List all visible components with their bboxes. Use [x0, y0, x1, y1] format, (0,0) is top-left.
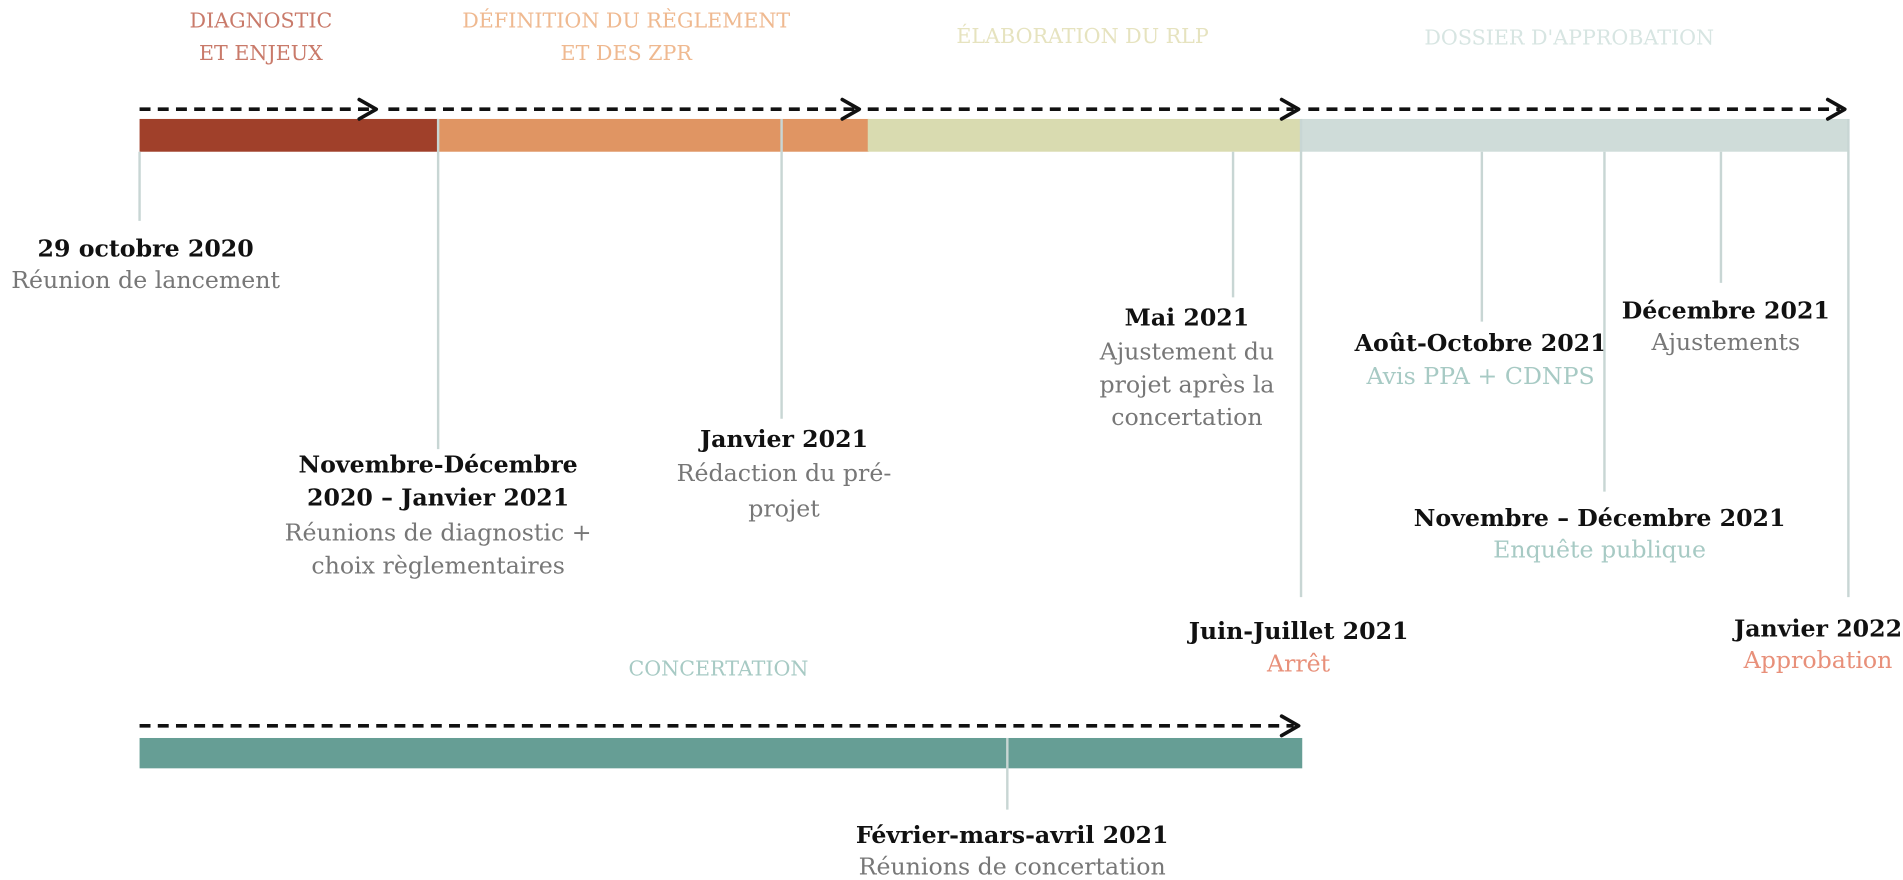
milestone-date: Décembre 2021 [1622, 296, 1830, 324]
milestone-description: Arrêt [1266, 650, 1331, 678]
phase-bar [867, 118, 1303, 152]
concertation-label: CONCERTATION [628, 657, 808, 681]
milestone-date: 29 octobre 2020 [38, 235, 254, 263]
phase-label: ÉLABORATION DU RLP [956, 24, 1208, 48]
phase-bar [139, 118, 439, 152]
milestone-date: 2020 – Janvier 2021 [307, 483, 569, 511]
milestone-description: Rédaction du pré- [677, 459, 892, 487]
milestone-description: concertation [1111, 403, 1262, 431]
milestone-date: Novembre-Décembre [299, 451, 578, 479]
phase-label: DIAGNOSTIC [190, 8, 333, 32]
milestone-description: projet [748, 494, 820, 522]
phase-label: ET ENJEUX [199, 41, 323, 65]
arrows [139, 97, 1847, 738]
milestone-description: Réunion de lancement [11, 266, 280, 294]
milestone-date: Février-mars-avril 2021 [856, 821, 1169, 849]
milestone-description: Approbation [1743, 646, 1893, 674]
phase-bar [1301, 118, 1849, 152]
phase-label: DÉFINITION DU RÈGLEMENT [462, 8, 790, 32]
milestone-description: Ajustement du [1099, 338, 1274, 366]
milestone-description: Enquête publique [1493, 536, 1706, 564]
milestone-date: Mai 2021 [1125, 304, 1250, 332]
phase-label: DOSSIER D'APPROBATION [1424, 25, 1714, 49]
milestone-description: Réunions de concertation [859, 852, 1166, 880]
phase-bar [438, 118, 869, 152]
milestone-description: choix règlementaires [311, 551, 564, 579]
milestone-date: Août-Octobre 2021 [1354, 329, 1607, 357]
milestone-date: Janvier 2022 [1732, 614, 1902, 642]
phase-label: ET DES ZPR [561, 41, 694, 65]
milestone-description: projet après la [1099, 370, 1274, 398]
concertation-bar [139, 737, 1303, 769]
milestone-date: Juin-Juillet 2021 [1187, 617, 1409, 645]
milestone-description: Réunions de diagnostic + [285, 519, 592, 547]
milestone-date: Janvier 2021 [698, 425, 868, 453]
milestone-description: Ajustements [1650, 328, 1800, 356]
milestone-date: Novembre – Décembre 2021 [1414, 504, 1786, 532]
milestone-description: Avis PPA + CDNPS [1366, 362, 1595, 390]
